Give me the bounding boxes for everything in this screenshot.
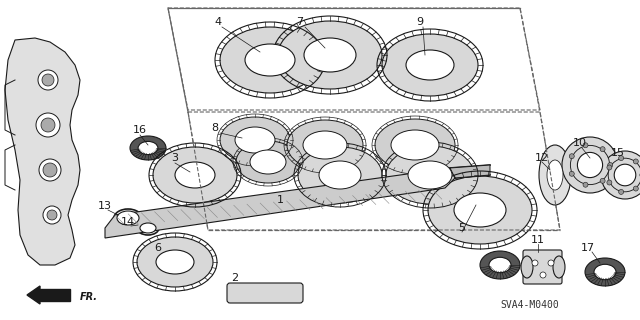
Ellipse shape: [391, 130, 439, 160]
Ellipse shape: [601, 151, 640, 199]
Ellipse shape: [539, 145, 571, 205]
Polygon shape: [5, 38, 80, 265]
Circle shape: [583, 143, 588, 148]
Ellipse shape: [319, 161, 361, 189]
Ellipse shape: [375, 119, 455, 171]
Ellipse shape: [406, 50, 454, 80]
Text: 11: 11: [531, 235, 545, 245]
Circle shape: [619, 189, 623, 195]
Text: 13: 13: [98, 201, 112, 211]
Circle shape: [634, 159, 638, 164]
Ellipse shape: [521, 256, 533, 278]
Circle shape: [634, 186, 638, 191]
Circle shape: [43, 206, 61, 224]
Text: 12: 12: [535, 153, 549, 163]
Ellipse shape: [138, 141, 158, 155]
Text: 3: 3: [172, 153, 179, 163]
Text: 5: 5: [458, 223, 465, 233]
Ellipse shape: [303, 131, 347, 159]
Text: 7: 7: [296, 17, 303, 27]
Circle shape: [42, 74, 54, 86]
Text: 10: 10: [573, 138, 587, 148]
Circle shape: [600, 178, 605, 183]
Circle shape: [47, 210, 57, 220]
Text: 9: 9: [417, 17, 424, 27]
Circle shape: [607, 180, 612, 185]
Circle shape: [583, 182, 588, 187]
Ellipse shape: [250, 150, 286, 174]
Text: FR.: FR.: [80, 292, 98, 302]
Ellipse shape: [547, 160, 563, 190]
Ellipse shape: [608, 158, 640, 192]
Ellipse shape: [386, 146, 474, 204]
Ellipse shape: [117, 211, 139, 225]
Circle shape: [532, 260, 538, 266]
Circle shape: [43, 163, 57, 177]
Ellipse shape: [614, 164, 636, 186]
Text: 15: 15: [611, 148, 625, 158]
Ellipse shape: [562, 137, 618, 193]
Ellipse shape: [156, 250, 194, 274]
Ellipse shape: [245, 44, 295, 76]
Ellipse shape: [304, 38, 356, 72]
Ellipse shape: [235, 127, 275, 153]
Circle shape: [600, 147, 605, 152]
Text: 16: 16: [133, 125, 147, 135]
Ellipse shape: [278, 21, 382, 89]
Text: 2: 2: [232, 273, 239, 283]
Polygon shape: [105, 168, 455, 238]
Circle shape: [608, 163, 612, 167]
Ellipse shape: [220, 27, 320, 93]
Ellipse shape: [594, 264, 616, 280]
Circle shape: [36, 113, 60, 137]
Text: 17: 17: [581, 243, 595, 253]
Polygon shape: [40, 289, 70, 301]
Ellipse shape: [570, 145, 610, 185]
FancyBboxPatch shape: [523, 250, 562, 284]
Ellipse shape: [153, 147, 237, 203]
Circle shape: [607, 165, 612, 170]
Ellipse shape: [130, 136, 166, 160]
Text: 14: 14: [121, 217, 135, 227]
Circle shape: [619, 156, 623, 161]
Ellipse shape: [382, 34, 478, 96]
Text: SVA4-M0400: SVA4-M0400: [500, 300, 559, 310]
Circle shape: [41, 118, 55, 132]
Circle shape: [38, 70, 58, 90]
Ellipse shape: [140, 223, 156, 233]
Ellipse shape: [553, 256, 565, 278]
Circle shape: [569, 171, 574, 176]
Ellipse shape: [480, 251, 520, 279]
Ellipse shape: [287, 120, 363, 170]
Text: 1: 1: [276, 195, 284, 205]
Circle shape: [548, 260, 554, 266]
Polygon shape: [450, 165, 490, 178]
Ellipse shape: [428, 176, 532, 244]
Circle shape: [39, 159, 61, 181]
Ellipse shape: [236, 141, 300, 183]
Ellipse shape: [298, 147, 382, 203]
Ellipse shape: [137, 237, 213, 287]
Text: 4: 4: [214, 17, 221, 27]
Ellipse shape: [408, 161, 452, 189]
Ellipse shape: [175, 162, 215, 188]
Circle shape: [569, 154, 574, 159]
Circle shape: [540, 272, 546, 278]
Ellipse shape: [220, 117, 290, 163]
FancyBboxPatch shape: [227, 283, 303, 303]
Ellipse shape: [489, 257, 511, 273]
Polygon shape: [27, 286, 40, 304]
Ellipse shape: [577, 152, 603, 178]
Ellipse shape: [585, 258, 625, 286]
Text: 8: 8: [211, 123, 219, 133]
Ellipse shape: [454, 193, 506, 227]
Text: 6: 6: [154, 243, 161, 253]
